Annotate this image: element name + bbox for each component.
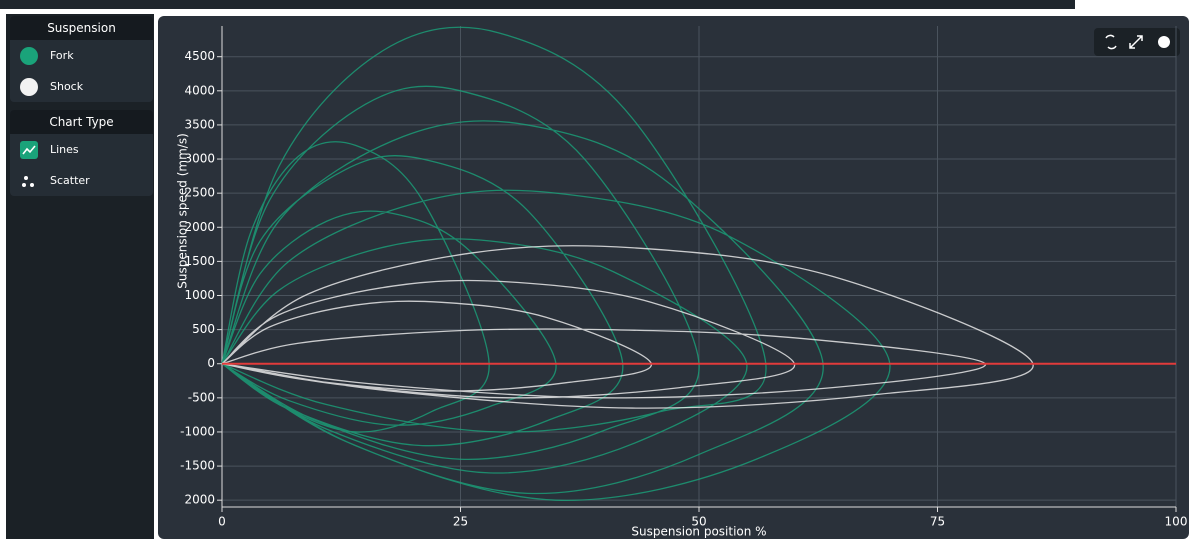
- y-tick-label: 2000: [184, 220, 215, 234]
- y-tick-label: 4000: [184, 83, 215, 97]
- option-label: Lines: [50, 143, 79, 156]
- legend-swatch: [20, 46, 38, 65]
- x-tick-label: 50: [691, 515, 706, 529]
- info-button[interactable]: [1158, 36, 1170, 48]
- y-tick-label: 1000: [184, 288, 215, 302]
- toolbar: [1094, 28, 1180, 56]
- x-axis-label: Suspension position %: [631, 525, 766, 539]
- reset-button[interactable]: [1105, 34, 1117, 50]
- scatter-icon: [22, 175, 34, 187]
- top-bar: [0, 0, 1075, 9]
- panel-title: Chart Type: [10, 110, 153, 134]
- y-tick-label: -500: [188, 390, 215, 404]
- chart-type-option[interactable]: Lines: [10, 134, 153, 165]
- y-tick-label: 2000: [184, 493, 215, 507]
- chart-type-panel: Chart Type Lines Scatter: [10, 110, 153, 196]
- y-tick-label: 0: [207, 356, 215, 370]
- chart: Suspension speed (mm/s) Suspension posit…: [158, 16, 1189, 539]
- x-tick-label: 100: [1165, 515, 1188, 529]
- y-tick-label: 3000: [184, 152, 215, 166]
- x-tick-label: 25: [453, 515, 468, 529]
- y-tick-label: -1000: [180, 424, 215, 438]
- y-tick-label: 4500: [184, 49, 215, 63]
- legend-label: Fork: [50, 49, 74, 62]
- series-line: [221, 245, 1034, 409]
- suspension-panel: Suspension Fork Shock: [10, 16, 153, 102]
- y-tick-label: 3500: [184, 117, 215, 131]
- option-label: Scatter: [50, 174, 90, 187]
- legend-entry[interactable]: Fork: [10, 40, 153, 71]
- lines-icon: [20, 140, 38, 159]
- sidebar: Suspension Fork Shock Chart Type Lines S…: [6, 14, 154, 539]
- y-tick-label: -1500: [180, 459, 215, 473]
- y-axis-label: Suspension speed (mm/s): [176, 133, 190, 289]
- chart-type-option[interactable]: Scatter: [10, 165, 153, 196]
- legend-label: Shock: [50, 80, 84, 93]
- legend-swatch: [20, 77, 38, 96]
- x-tick-label: 0: [218, 515, 226, 529]
- panel-title: Suspension: [10, 16, 153, 40]
- expand-button[interactable]: [1129, 35, 1143, 49]
- y-tick-label: 2500: [184, 186, 215, 200]
- y-tick-label: 1500: [184, 254, 215, 268]
- chart-background: [158, 16, 1189, 539]
- x-tick-label: 75: [930, 515, 945, 529]
- y-tick-label: 500: [192, 322, 215, 336]
- legend-entry[interactable]: Shock: [10, 71, 153, 102]
